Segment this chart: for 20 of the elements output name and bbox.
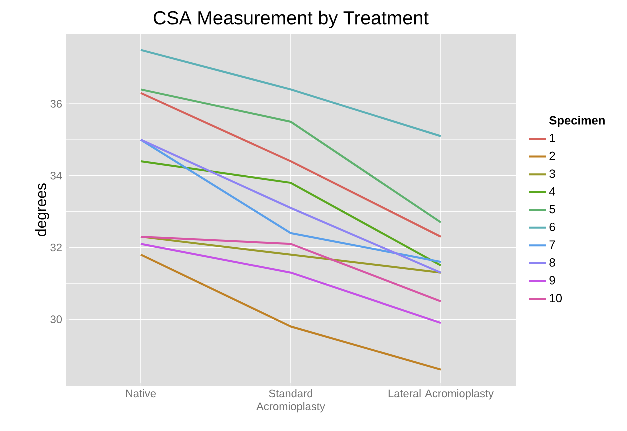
- legend-label: 10: [550, 294, 562, 303]
- chart-title: CSA Measurement by Treatment: [154, 10, 429, 29]
- x-tick-label: Native: [126, 390, 156, 398]
- x-tick-label: Standard Acromioplasty: [256, 390, 326, 413]
- legend-label: 2: [550, 152, 556, 160]
- y-tick-label: 32: [50, 244, 62, 252]
- y-tick-label: 34: [50, 172, 62, 180]
- y-axis-title: degrees: [36, 184, 50, 236]
- y-tick-label: 30: [50, 316, 62, 324]
- legend-label: 7: [550, 240, 556, 249]
- legend-label: 6: [550, 222, 556, 232]
- y-tick-label: 36: [50, 100, 62, 108]
- legend-label: 3: [550, 170, 556, 178]
- legend-label: 1: [550, 134, 556, 142]
- x-tick-label: Lateral Acromioplasty: [388, 390, 494, 400]
- legend-label: 4: [549, 188, 556, 196]
- legend-title: Specimen: [550, 116, 605, 128]
- legend-label: 9: [550, 276, 556, 285]
- legend-label: 5: [550, 205, 556, 214]
- legend-label: 8: [550, 258, 556, 267]
